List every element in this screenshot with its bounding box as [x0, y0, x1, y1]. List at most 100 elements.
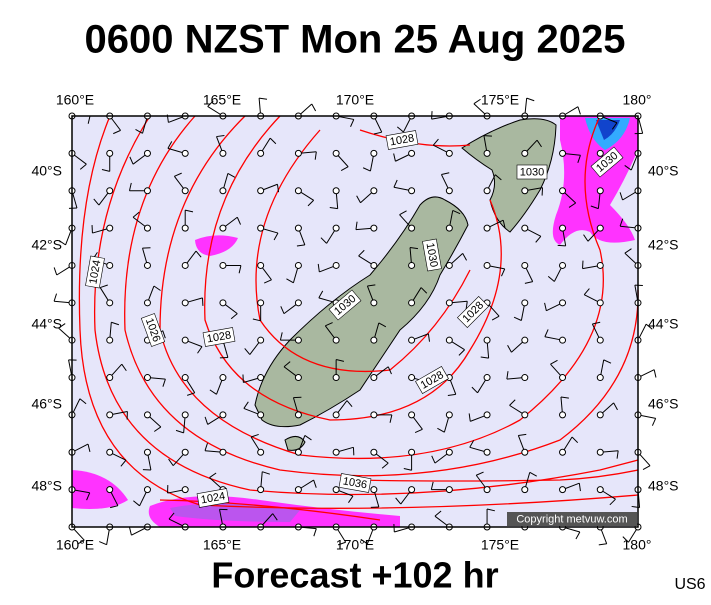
station — [144, 300, 150, 306]
barb-flag — [54, 267, 57, 275]
station — [258, 412, 264, 418]
station — [333, 375, 339, 381]
station — [522, 412, 528, 418]
station — [333, 449, 339, 455]
station — [107, 487, 113, 493]
station — [409, 412, 415, 418]
copyright: Copyright metvuw.com — [516, 513, 627, 525]
station — [484, 262, 490, 268]
station — [446, 150, 452, 156]
station — [597, 412, 603, 418]
station — [182, 337, 188, 343]
station — [182, 188, 188, 194]
station — [371, 375, 377, 381]
station — [107, 188, 113, 194]
lat-label-left: 46°S — [31, 396, 62, 412]
station — [560, 150, 566, 156]
station — [295, 300, 301, 306]
station — [258, 262, 264, 268]
station — [182, 412, 188, 418]
station — [182, 150, 188, 156]
station — [371, 188, 377, 194]
station — [144, 449, 150, 455]
station — [522, 337, 528, 343]
lat-label-left: 48°S — [31, 478, 62, 494]
station — [597, 375, 603, 381]
station — [258, 449, 264, 455]
station — [597, 225, 603, 231]
lat-label-right: 46°S — [648, 396, 679, 412]
station — [258, 337, 264, 343]
station — [597, 487, 603, 493]
barb-flag — [99, 542, 106, 545]
station — [295, 487, 301, 493]
contour-label: 1030 — [517, 165, 547, 179]
station — [107, 262, 113, 268]
station — [220, 375, 226, 381]
station — [409, 449, 415, 455]
lat-label-left: 40°S — [31, 163, 62, 179]
station — [597, 150, 603, 156]
station — [484, 225, 490, 231]
station — [182, 375, 188, 381]
station — [484, 412, 490, 418]
station — [144, 412, 150, 418]
station — [560, 449, 566, 455]
station — [220, 449, 226, 455]
station — [522, 300, 528, 306]
station — [107, 375, 113, 381]
station — [220, 150, 226, 156]
station — [560, 262, 566, 268]
lat-label-left: 44°S — [31, 316, 62, 332]
station — [597, 449, 603, 455]
station — [107, 412, 113, 418]
station — [522, 188, 528, 194]
station — [371, 487, 377, 493]
station — [295, 337, 301, 343]
station — [371, 449, 377, 455]
station — [182, 449, 188, 455]
station — [333, 150, 339, 156]
station — [371, 225, 377, 231]
station — [597, 337, 603, 343]
station — [409, 150, 415, 156]
station — [484, 150, 490, 156]
station — [333, 225, 339, 231]
station — [258, 225, 264, 231]
barb-flag — [578, 107, 580, 115]
lon-label-top: 180° — [623, 92, 652, 108]
station — [522, 150, 528, 156]
station — [560, 487, 566, 493]
lon-label-top: 165°E — [203, 92, 241, 108]
lat-label-left: 42°S — [31, 237, 62, 253]
title: 0600 NZST Mon 25 Aug 2025 — [85, 18, 626, 62]
barb-flag — [312, 104, 316, 111]
station — [182, 300, 188, 306]
contour-label-text: 1030 — [520, 166, 544, 178]
station — [446, 262, 452, 268]
station — [522, 487, 528, 493]
station — [409, 188, 415, 194]
station — [295, 375, 301, 381]
station — [409, 487, 415, 493]
station — [144, 375, 150, 381]
station — [333, 337, 339, 343]
station — [371, 412, 377, 418]
station — [144, 188, 150, 194]
station — [295, 449, 301, 455]
station — [333, 262, 339, 268]
station — [333, 188, 339, 194]
station — [560, 412, 566, 418]
station — [446, 412, 452, 418]
station — [220, 412, 226, 418]
station — [597, 300, 603, 306]
station — [560, 300, 566, 306]
station — [333, 487, 339, 493]
station — [446, 225, 452, 231]
lon-label-top: 170°E — [336, 92, 374, 108]
barb-flag — [643, 466, 650, 470]
station — [522, 449, 528, 455]
station — [371, 337, 377, 343]
station — [182, 487, 188, 493]
